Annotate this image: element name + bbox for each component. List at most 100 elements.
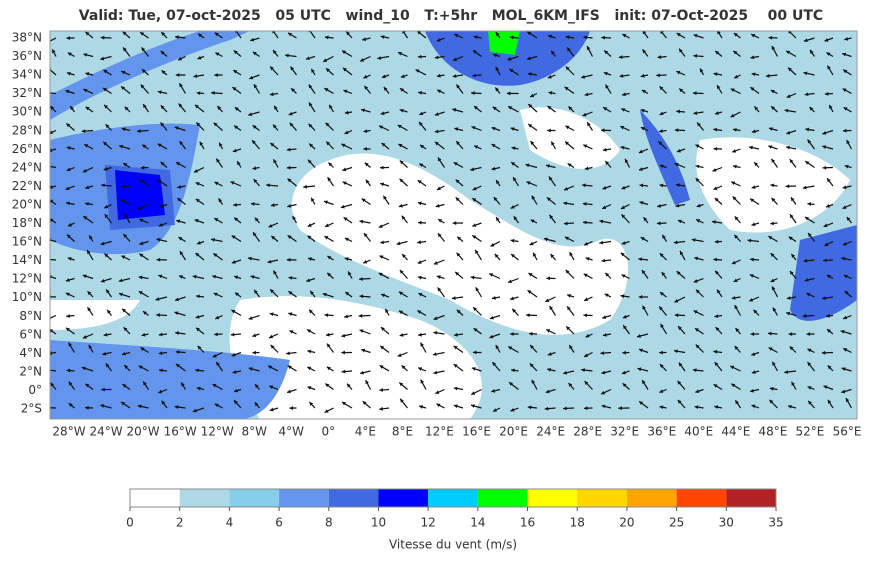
arrow-head — [158, 223, 163, 227]
arrow-head — [401, 365, 406, 370]
arrow-head — [418, 293, 423, 297]
arrow-head — [254, 289, 258, 294]
arrow-head — [807, 202, 812, 206]
arrow-head — [155, 297, 160, 301]
arrow-head — [327, 177, 332, 182]
arrow-head — [213, 253, 218, 257]
lon-label: 4°E — [355, 425, 376, 439]
arrow-head — [194, 104, 199, 109]
arrow-head — [196, 91, 201, 96]
arrow-head — [402, 254, 406, 258]
arrow-head — [346, 383, 351, 388]
arrow-head — [563, 370, 568, 375]
arrow-head — [842, 88, 847, 92]
arrow-head — [492, 106, 497, 111]
arrow-head — [750, 87, 755, 91]
arrow-head — [433, 330, 438, 335]
arrow-head — [605, 272, 610, 277]
arrow-head — [565, 35, 570, 40]
arrow-head — [214, 218, 219, 222]
arrow-head — [231, 352, 236, 357]
wind-arrow — [50, 351, 57, 354]
arrow-head — [622, 92, 626, 97]
arrow-head — [417, 310, 422, 314]
lat-label: 12°N — [12, 272, 42, 286]
arrow-head — [437, 233, 442, 238]
arrow-head — [124, 365, 129, 369]
arrow-head — [751, 370, 756, 374]
arrow-head — [584, 381, 589, 385]
arrow-head — [156, 313, 160, 317]
arrow-head — [288, 32, 293, 37]
arrow-head — [68, 222, 73, 227]
arrow-head — [213, 122, 218, 127]
wind-arrow — [50, 68, 57, 76]
arrow-head — [380, 345, 385, 350]
arrow-head — [85, 383, 90, 388]
arrow-head — [806, 292, 811, 297]
arrow-head — [733, 50, 738, 55]
arrow-head — [735, 328, 740, 332]
arrow-head — [399, 333, 404, 337]
arrow-head — [565, 141, 569, 146]
arrow-head — [233, 50, 238, 55]
arrow-head — [768, 35, 773, 40]
arrow-head — [359, 219, 364, 224]
arrow-head — [714, 197, 719, 202]
arrow-head — [659, 389, 664, 393]
arrow-head — [103, 69, 108, 74]
arrow-head — [802, 314, 807, 318]
arrow-head — [471, 91, 475, 96]
arrow-head — [156, 237, 161, 242]
arrow-head — [547, 367, 552, 372]
arrow-head — [311, 68, 315, 73]
arrow-head — [602, 147, 607, 152]
arrow-head — [768, 347, 773, 351]
lon-label: 36°E — [647, 425, 676, 439]
arrow-head — [622, 350, 626, 355]
arrow-head — [585, 257, 590, 261]
arrow-head — [101, 387, 105, 392]
arrow-head — [492, 295, 496, 300]
colorbar-bin — [577, 489, 627, 507]
arrow-head — [494, 253, 499, 258]
arrow-head — [287, 178, 292, 183]
arrow-head — [656, 221, 661, 226]
arrow-head — [233, 70, 238, 74]
arrow-head — [452, 221, 457, 226]
arrow-head — [363, 74, 368, 79]
arrow-head — [804, 92, 809, 97]
arrow-head — [605, 161, 610, 165]
arrow-head — [344, 130, 349, 135]
arrow-head — [693, 111, 698, 115]
arrow-head — [770, 253, 775, 257]
arrow-head — [599, 240, 604, 245]
lon-label: 28°W — [52, 425, 85, 439]
arrow-head — [770, 221, 774, 226]
arrow-head — [454, 127, 459, 132]
arrow-head — [840, 329, 845, 334]
arrow-head — [363, 129, 368, 133]
arrow-head — [824, 91, 829, 96]
arrow-head — [842, 241, 847, 246]
arrow-head — [659, 183, 664, 188]
lat-label: 16°N — [12, 235, 42, 249]
arrow-head — [328, 162, 333, 167]
arrow-head — [400, 398, 404, 403]
arrow-head — [714, 239, 719, 244]
arrow-head — [601, 370, 606, 375]
arrow-head — [805, 127, 810, 132]
arrow-head — [547, 105, 552, 110]
arrow-head — [230, 181, 235, 185]
arrow-head — [273, 50, 277, 54]
arrow-head — [397, 124, 402, 129]
arrow-head — [417, 180, 422, 184]
arrow-head — [601, 35, 605, 40]
arrow-head — [121, 255, 126, 259]
arrow-head — [247, 256, 252, 261]
lon-label: 20°W — [127, 425, 160, 439]
wind-arrow — [50, 258, 57, 261]
arrow-head — [751, 129, 756, 134]
arrow-head — [788, 31, 792, 34]
arrow-head — [267, 259, 272, 264]
